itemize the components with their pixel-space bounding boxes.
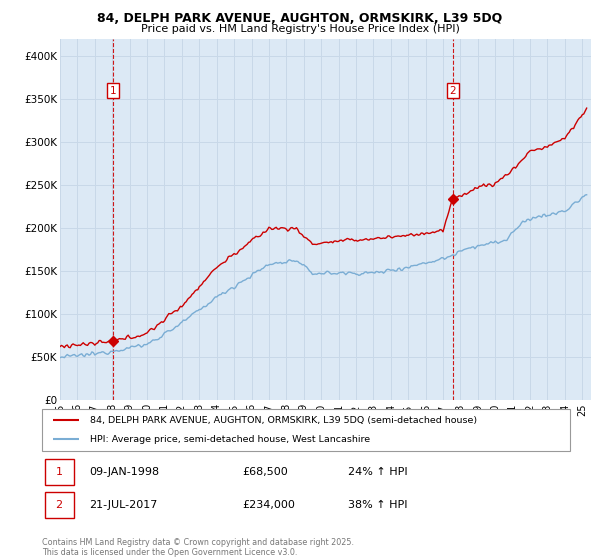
Text: 1: 1 — [109, 86, 116, 96]
Text: 2: 2 — [56, 500, 63, 510]
Text: Price paid vs. HM Land Registry's House Price Index (HPI): Price paid vs. HM Land Registry's House … — [140, 24, 460, 34]
Text: 09-JAN-1998: 09-JAN-1998 — [89, 467, 160, 477]
Text: HPI: Average price, semi-detached house, West Lancashire: HPI: Average price, semi-detached house,… — [89, 435, 370, 444]
Text: 1: 1 — [56, 467, 62, 477]
Text: 24% ↑ HPI: 24% ↑ HPI — [348, 467, 408, 477]
Text: 84, DELPH PARK AVENUE, AUGHTON, ORMSKIRK, L39 5DQ (semi-detached house): 84, DELPH PARK AVENUE, AUGHTON, ORMSKIRK… — [89, 416, 476, 424]
Text: £234,000: £234,000 — [242, 500, 296, 510]
Text: Contains HM Land Registry data © Crown copyright and database right 2025.
This d: Contains HM Land Registry data © Crown c… — [42, 538, 354, 557]
FancyBboxPatch shape — [44, 492, 74, 517]
Text: 38% ↑ HPI: 38% ↑ HPI — [348, 500, 408, 510]
FancyBboxPatch shape — [42, 409, 570, 451]
Text: 84, DELPH PARK AVENUE, AUGHTON, ORMSKIRK, L39 5DQ: 84, DELPH PARK AVENUE, AUGHTON, ORMSKIRK… — [97, 12, 503, 25]
FancyBboxPatch shape — [44, 459, 74, 484]
Text: 2: 2 — [449, 86, 456, 96]
Text: 21-JUL-2017: 21-JUL-2017 — [89, 500, 158, 510]
Text: £68,500: £68,500 — [242, 467, 289, 477]
